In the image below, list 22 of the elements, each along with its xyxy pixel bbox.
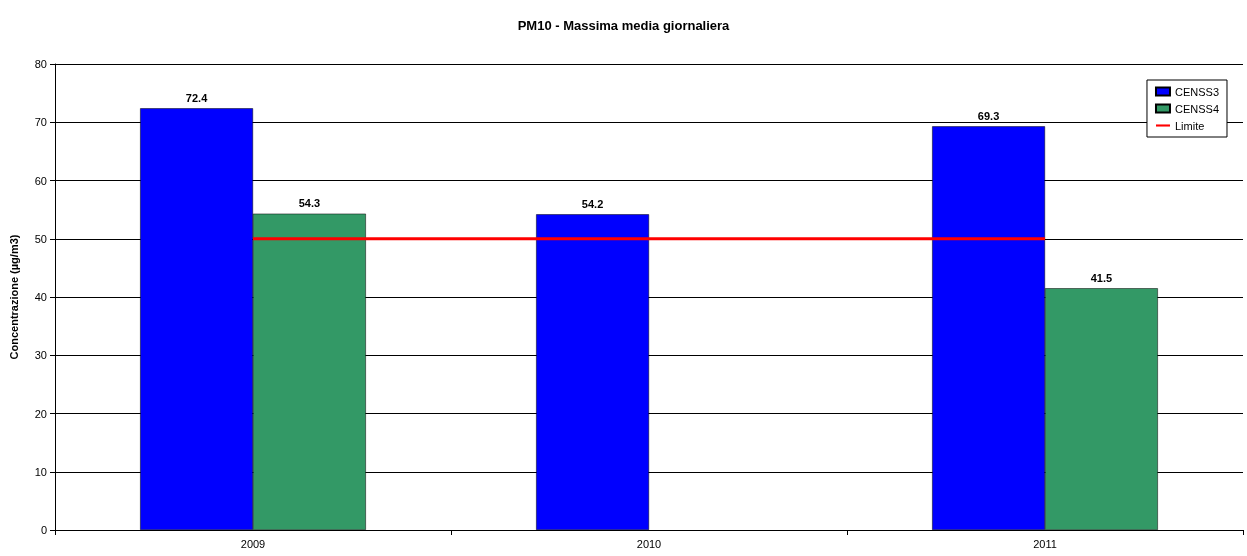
data-label: 72.4 — [185, 91, 209, 104]
chart-title: PM10 - Massima media giornaliera — [517, 18, 731, 33]
y-tick-label: 0 — [40, 524, 47, 536]
y-tick-label: 60 — [34, 174, 47, 187]
data-label: 54.3 — [298, 197, 321, 210]
x-tick-label: 2010 — [636, 537, 662, 550]
data-label: 69.3 — [977, 109, 1000, 122]
x-tick-label: 2011 — [1033, 537, 1057, 550]
y-tick-label: 80 — [34, 58, 47, 70]
y-tick-label: 20 — [34, 407, 47, 420]
y-tick-label: 10 — [34, 465, 47, 478]
x-tick-label: 2009 — [240, 537, 266, 550]
y-axis-title: Concentrazione (µg/m3) — [7, 234, 20, 360]
legend-label: CENSS3 — [1174, 85, 1220, 98]
y-tick-label: 40 — [34, 291, 47, 303]
data-label: 41.5 — [1090, 271, 1113, 284]
y-tick-label: 50 — [34, 232, 47, 245]
legend-label: CENSS4 — [1174, 102, 1220, 115]
legend-label: Limite — [1174, 119, 1205, 132]
data-label: 54.2 — [581, 197, 604, 210]
y-tick-label: 70 — [34, 116, 47, 129]
y-tick-label: 30 — [34, 349, 47, 362]
